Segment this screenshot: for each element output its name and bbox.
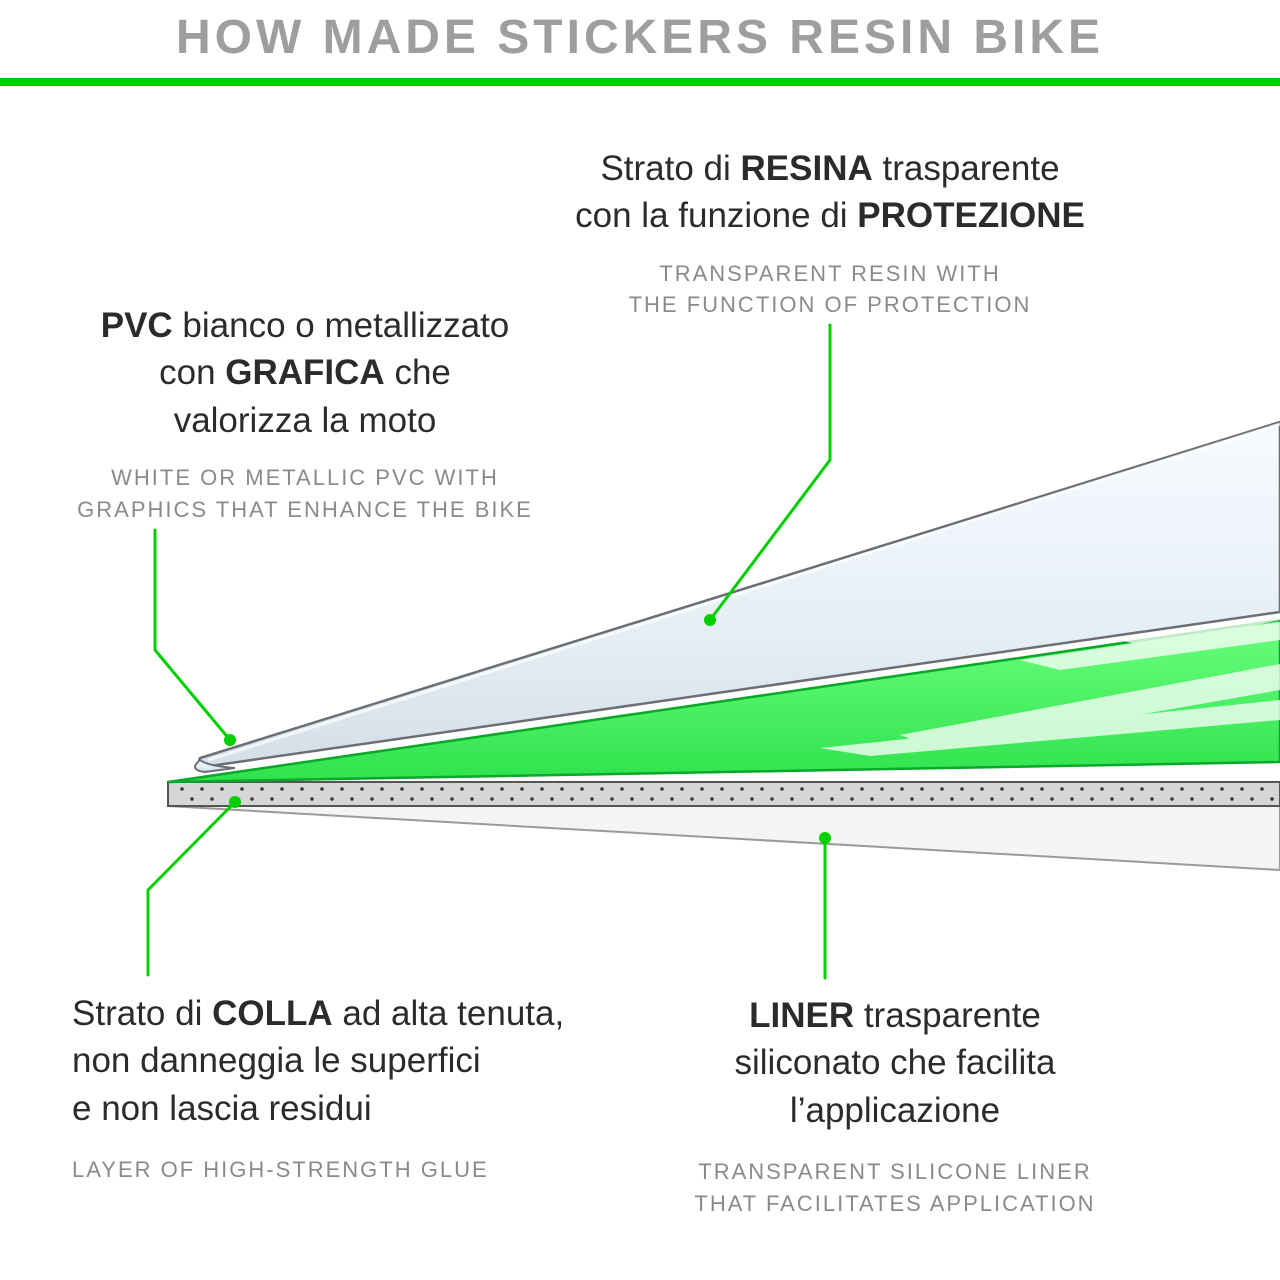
label-liner-primary: LINER trasparentesiliconato che facilita… bbox=[615, 992, 1175, 1134]
label-pvc: PVC bianco o metallizzatocon GRAFICA che… bbox=[45, 302, 565, 526]
label-liner-sub: TRANSPARENT SILICONE LINERTHAT FACILITAT… bbox=[615, 1156, 1175, 1220]
label-pvc-primary: PVC bianco o metallizzatocon GRAFICA che… bbox=[45, 302, 565, 444]
label-pvc-sub: WHITE OR METALLIC PVC WITHGRAPHICS THAT … bbox=[45, 462, 565, 526]
label-glue-primary: Strato di COLLA ad alta tenuta,non danne… bbox=[72, 990, 692, 1132]
label-resin-sub: TRANSPARENT RESIN WITHTHE FUNCTION OF PR… bbox=[505, 258, 1155, 322]
infographic-page: HOW MADE STICKERS RESIN BIKE Strato di R… bbox=[0, 0, 1280, 1280]
label-resin-primary: Strato di RESINA trasparentecon la funzi… bbox=[505, 145, 1155, 240]
label-liner: LINER trasparentesiliconato che facilita… bbox=[615, 992, 1175, 1220]
label-resin: Strato di RESINA trasparentecon la funzi… bbox=[505, 145, 1155, 321]
label-glue: Strato di COLLA ad alta tenuta,non danne… bbox=[72, 990, 692, 1186]
label-glue-sub: LAYER OF HIGH-STRENGTH GLUE bbox=[72, 1154, 692, 1186]
